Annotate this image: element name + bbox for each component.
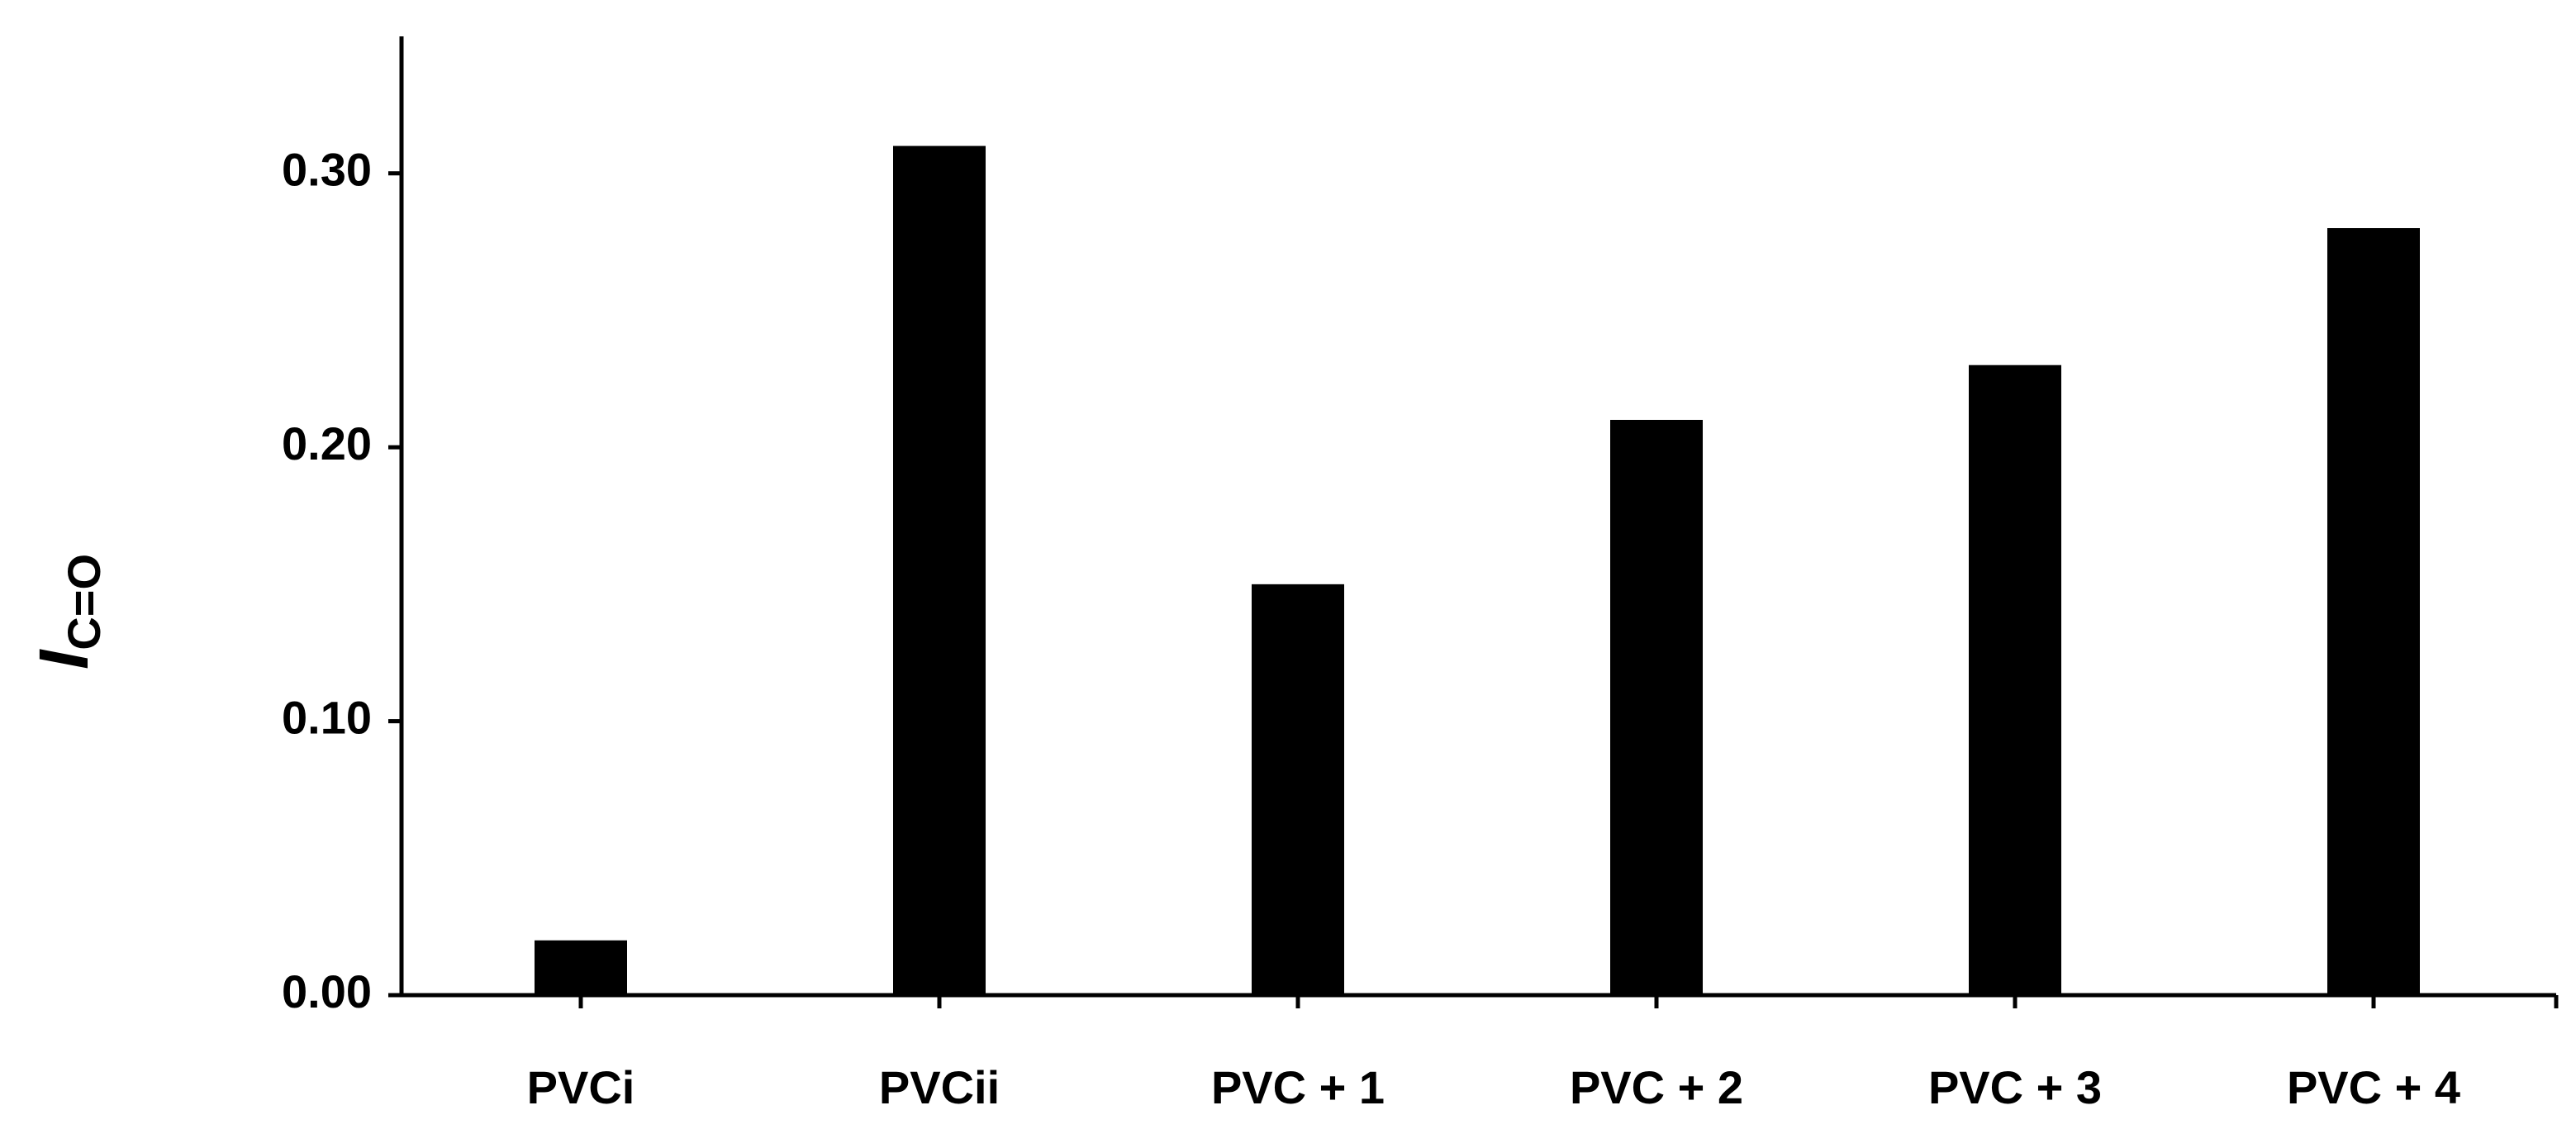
- x-tick-label: PVCi: [527, 1061, 635, 1113]
- y-tick-label: 0.30: [282, 144, 372, 196]
- x-tick-label: PVC + 3: [1928, 1061, 2102, 1113]
- bar: [1252, 584, 1344, 995]
- y-tick-label: 0.00: [282, 965, 372, 1017]
- x-tick-label: PVC + 2: [1570, 1061, 1743, 1113]
- bar: [1610, 420, 1703, 995]
- bar: [1969, 364, 2061, 995]
- x-tick-label: PVC + 4: [2287, 1061, 2460, 1113]
- bar: [535, 940, 627, 995]
- y-label-sub: C=O: [58, 554, 110, 650]
- y-axis-title: IC=O: [25, 554, 110, 669]
- bar: [2327, 228, 2420, 995]
- y-tick-label: 0.10: [282, 691, 372, 743]
- bar: [893, 145, 986, 996]
- y-label: I: [25, 649, 102, 669]
- y-axis-title-text: IC=O: [25, 554, 110, 669]
- x-tick-label: PVCii: [879, 1061, 1000, 1113]
- y-tick-label: 0.20: [282, 417, 372, 469]
- x-tick-label: PVC + 1: [1211, 1061, 1385, 1113]
